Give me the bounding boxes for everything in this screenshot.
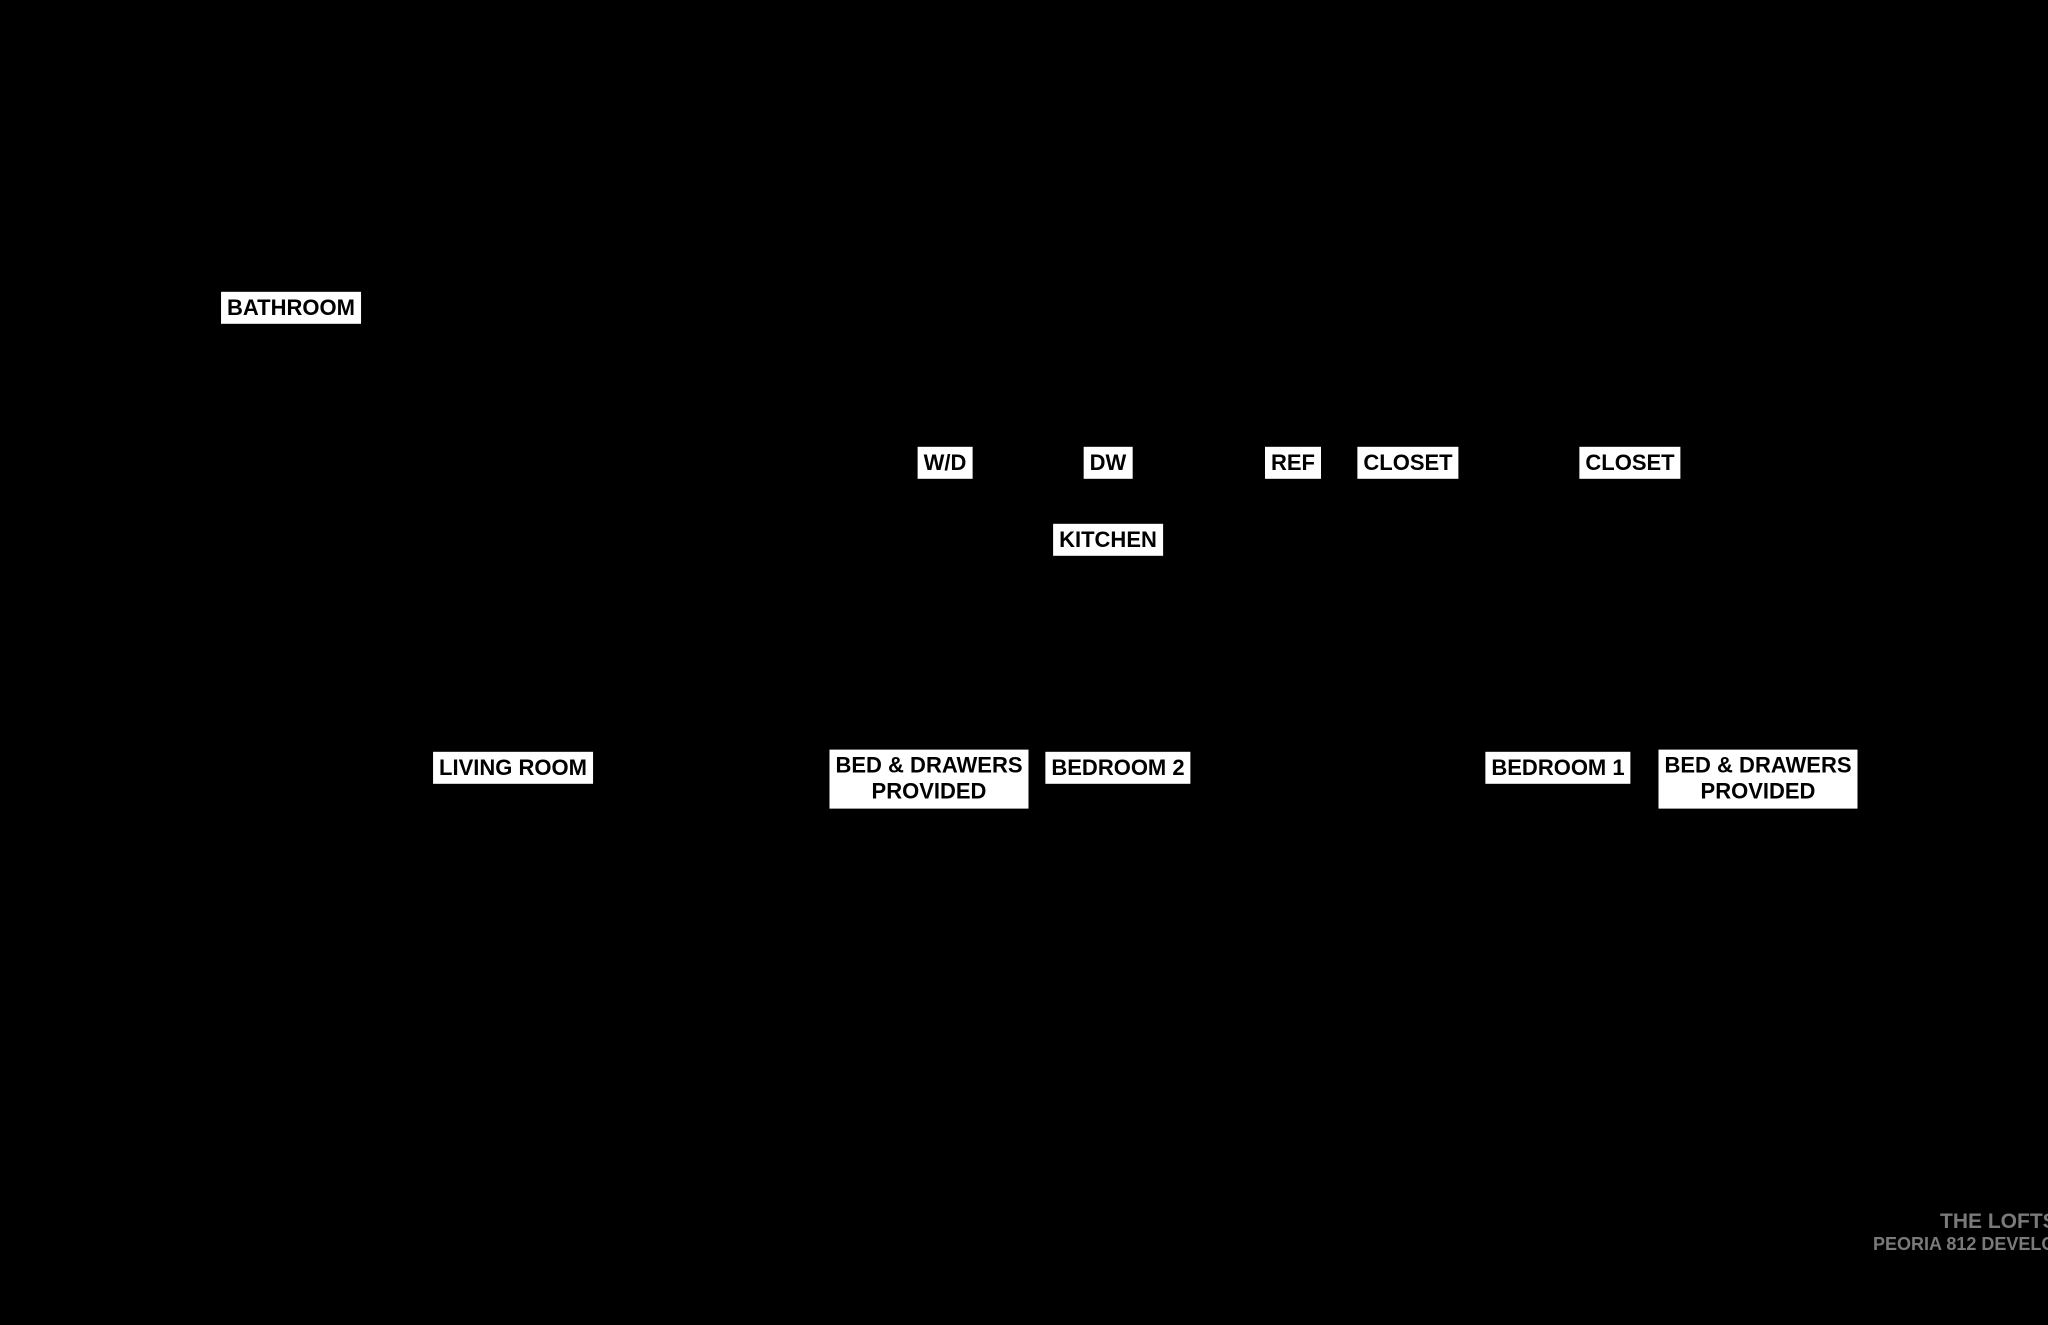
label-kitchen: KITCHEN [1053, 524, 1163, 556]
label-closet-1: CLOSET [1357, 447, 1458, 479]
label-bed-drawers-1: BED & DRAWERSPROVIDED [829, 750, 1028, 809]
label-bedroom-1: BEDROOM 1 [1485, 752, 1630, 784]
label-bathroom: BATHROOM [221, 292, 361, 324]
footer-subtitle: PEORIA 812 DEVELOPMENT LLC. [1873, 1234, 2048, 1255]
label-bed-drawers-2: BED & DRAWERSPROVIDED [1658, 750, 1857, 809]
label-living-room: LIVING ROOM [433, 752, 593, 784]
label-bedroom-2: BEDROOM 2 [1045, 752, 1190, 784]
footer-title: THE LOFTS AT 812 [1940, 1210, 2048, 1234]
label-ref: REF [1265, 447, 1321, 479]
label-dw: DW [1084, 447, 1133, 479]
label-closet-2: CLOSET [1579, 447, 1680, 479]
label-wd: W/D [918, 447, 973, 479]
